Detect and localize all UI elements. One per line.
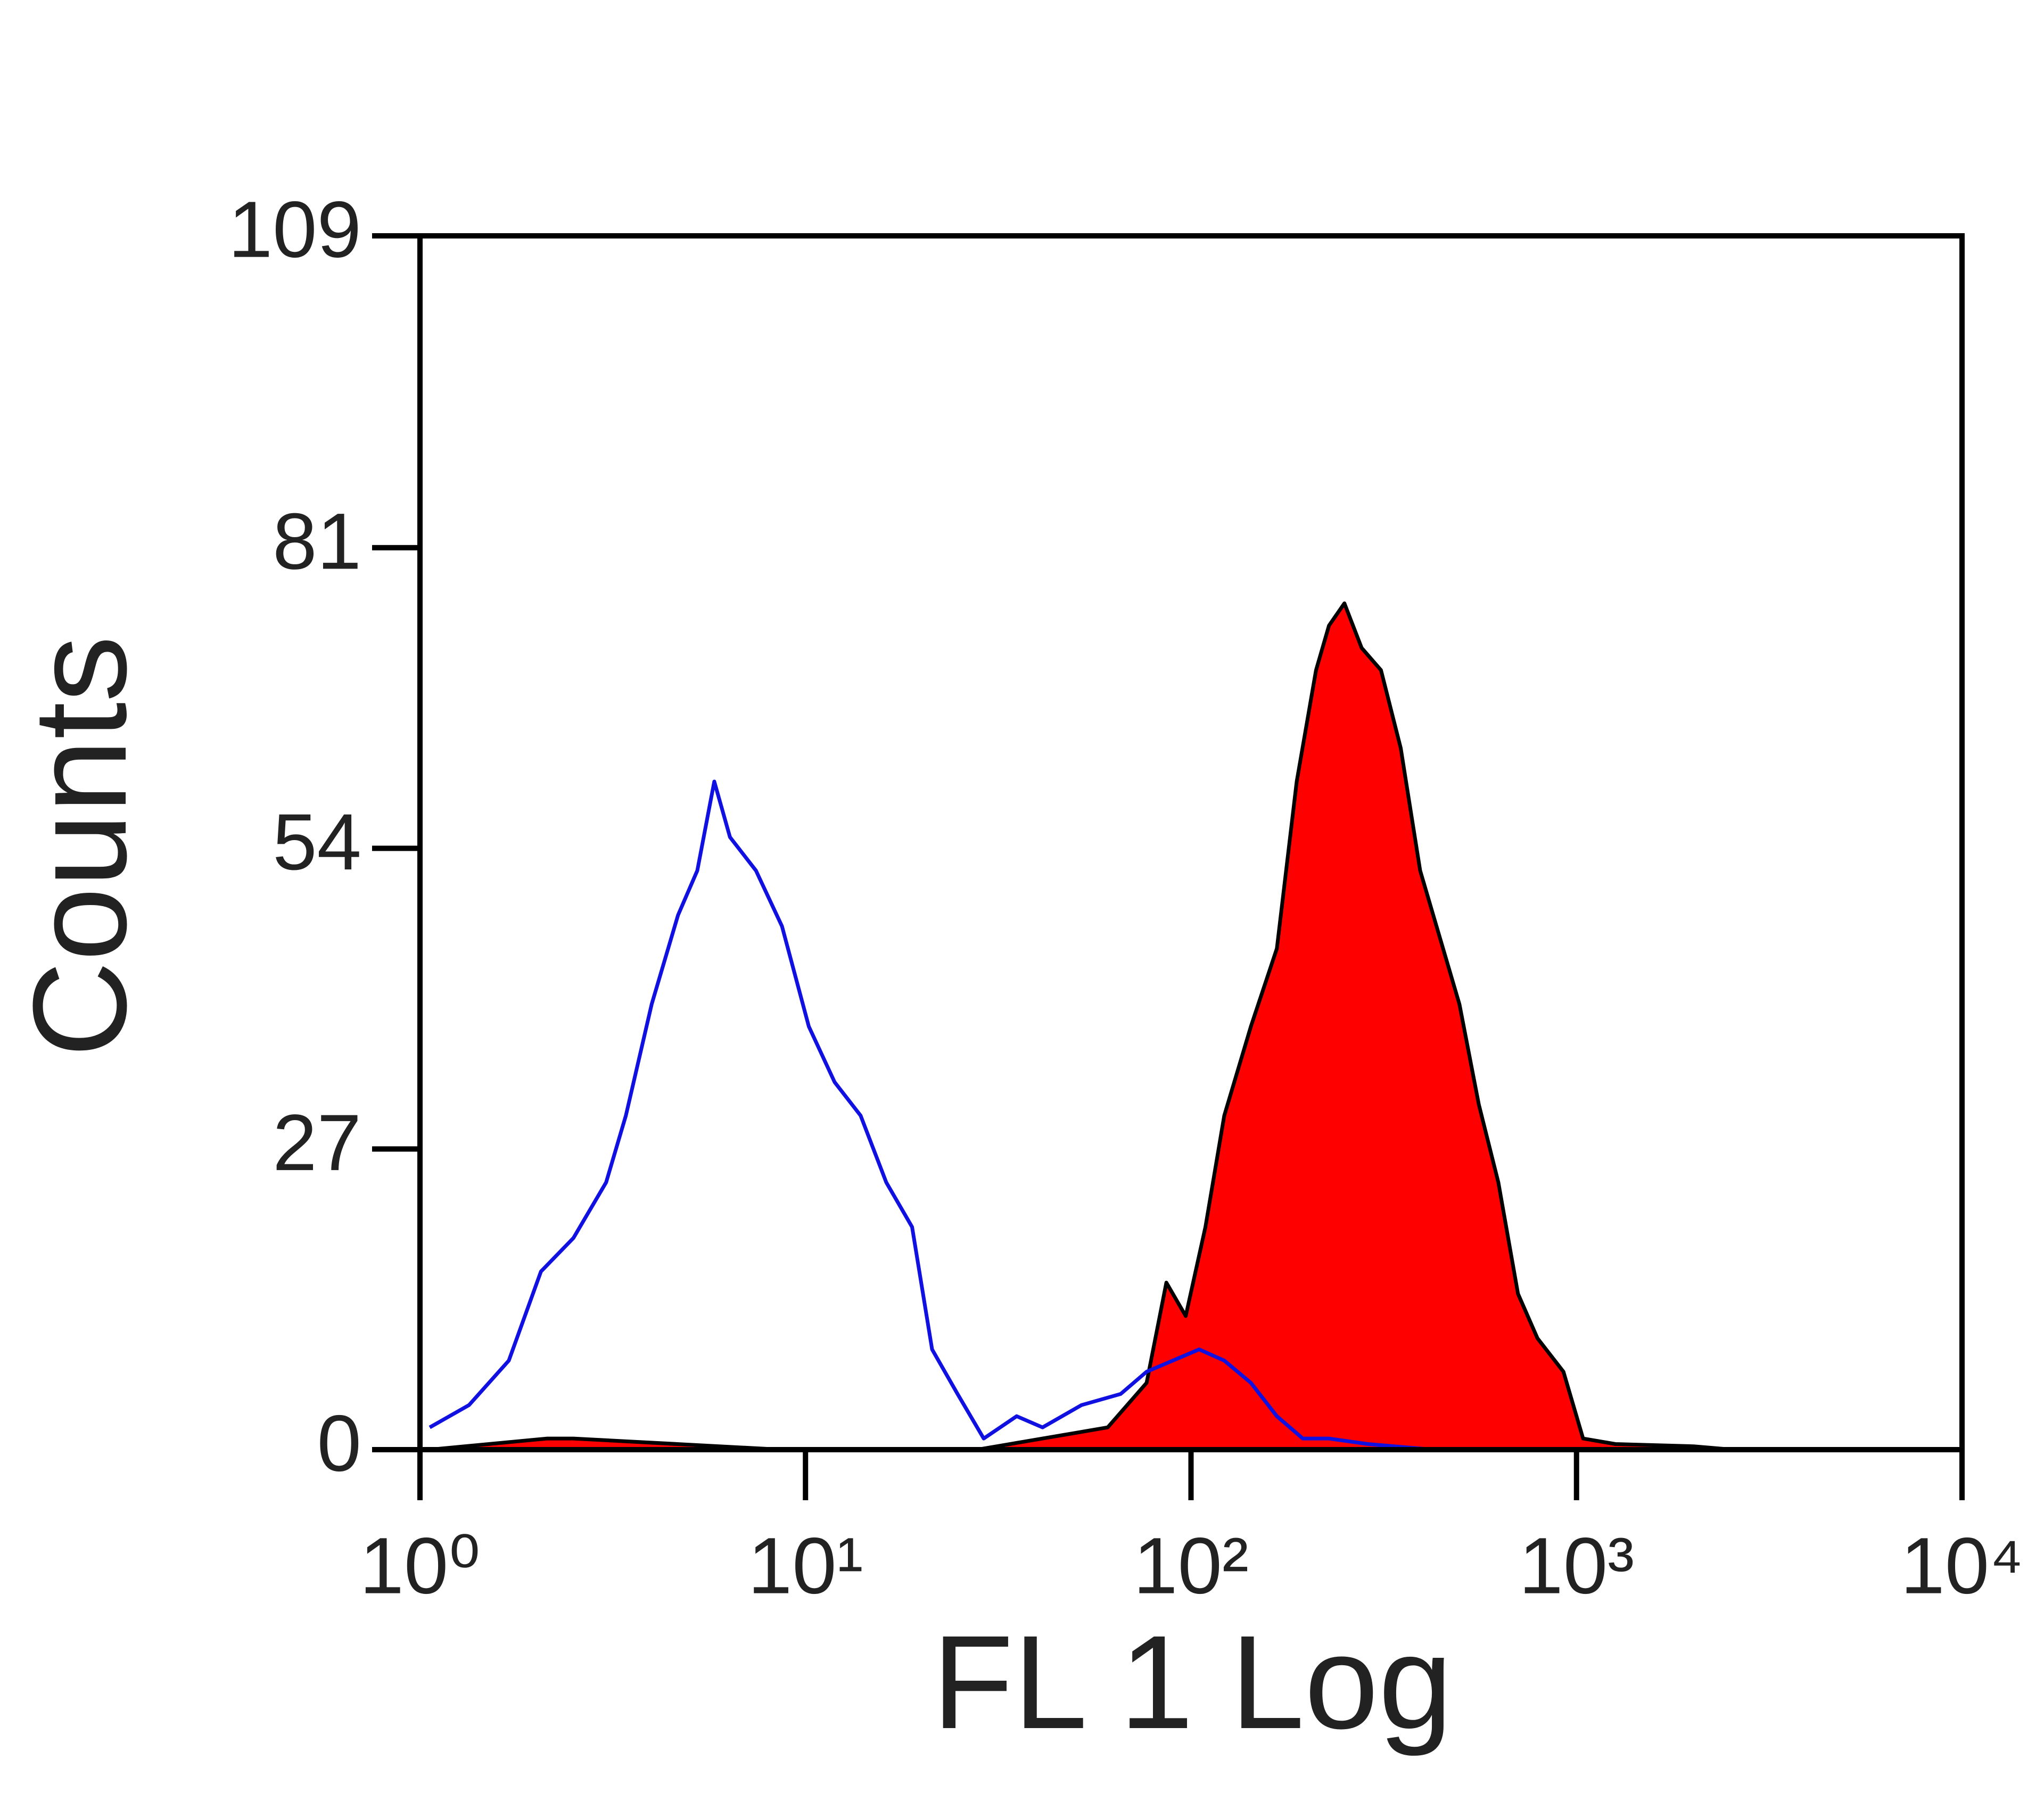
y-tick-label: 0 xyxy=(317,1399,361,1488)
y-tick-label: 54 xyxy=(273,797,361,886)
x-tick-label: 10³ xyxy=(1519,1521,1634,1610)
y-tick-label: 81 xyxy=(273,496,361,586)
y-tick-label: 27 xyxy=(273,1098,361,1187)
y-axis-label: Counts xyxy=(5,636,154,1057)
x-tick-label: 10¹ xyxy=(748,1521,863,1610)
x-tick-label: 10² xyxy=(1133,1521,1249,1610)
series-line xyxy=(428,779,1433,1452)
x-tick-label: 10⁴ xyxy=(1900,1521,2023,1610)
series-line xyxy=(427,601,1735,1452)
x-tick-label: 10⁰ xyxy=(360,1521,481,1610)
plot-frame xyxy=(417,233,1965,1452)
y-tick-label: 109 xyxy=(228,185,361,274)
x-axis-label: FL 1 Log xyxy=(932,1608,1453,1756)
